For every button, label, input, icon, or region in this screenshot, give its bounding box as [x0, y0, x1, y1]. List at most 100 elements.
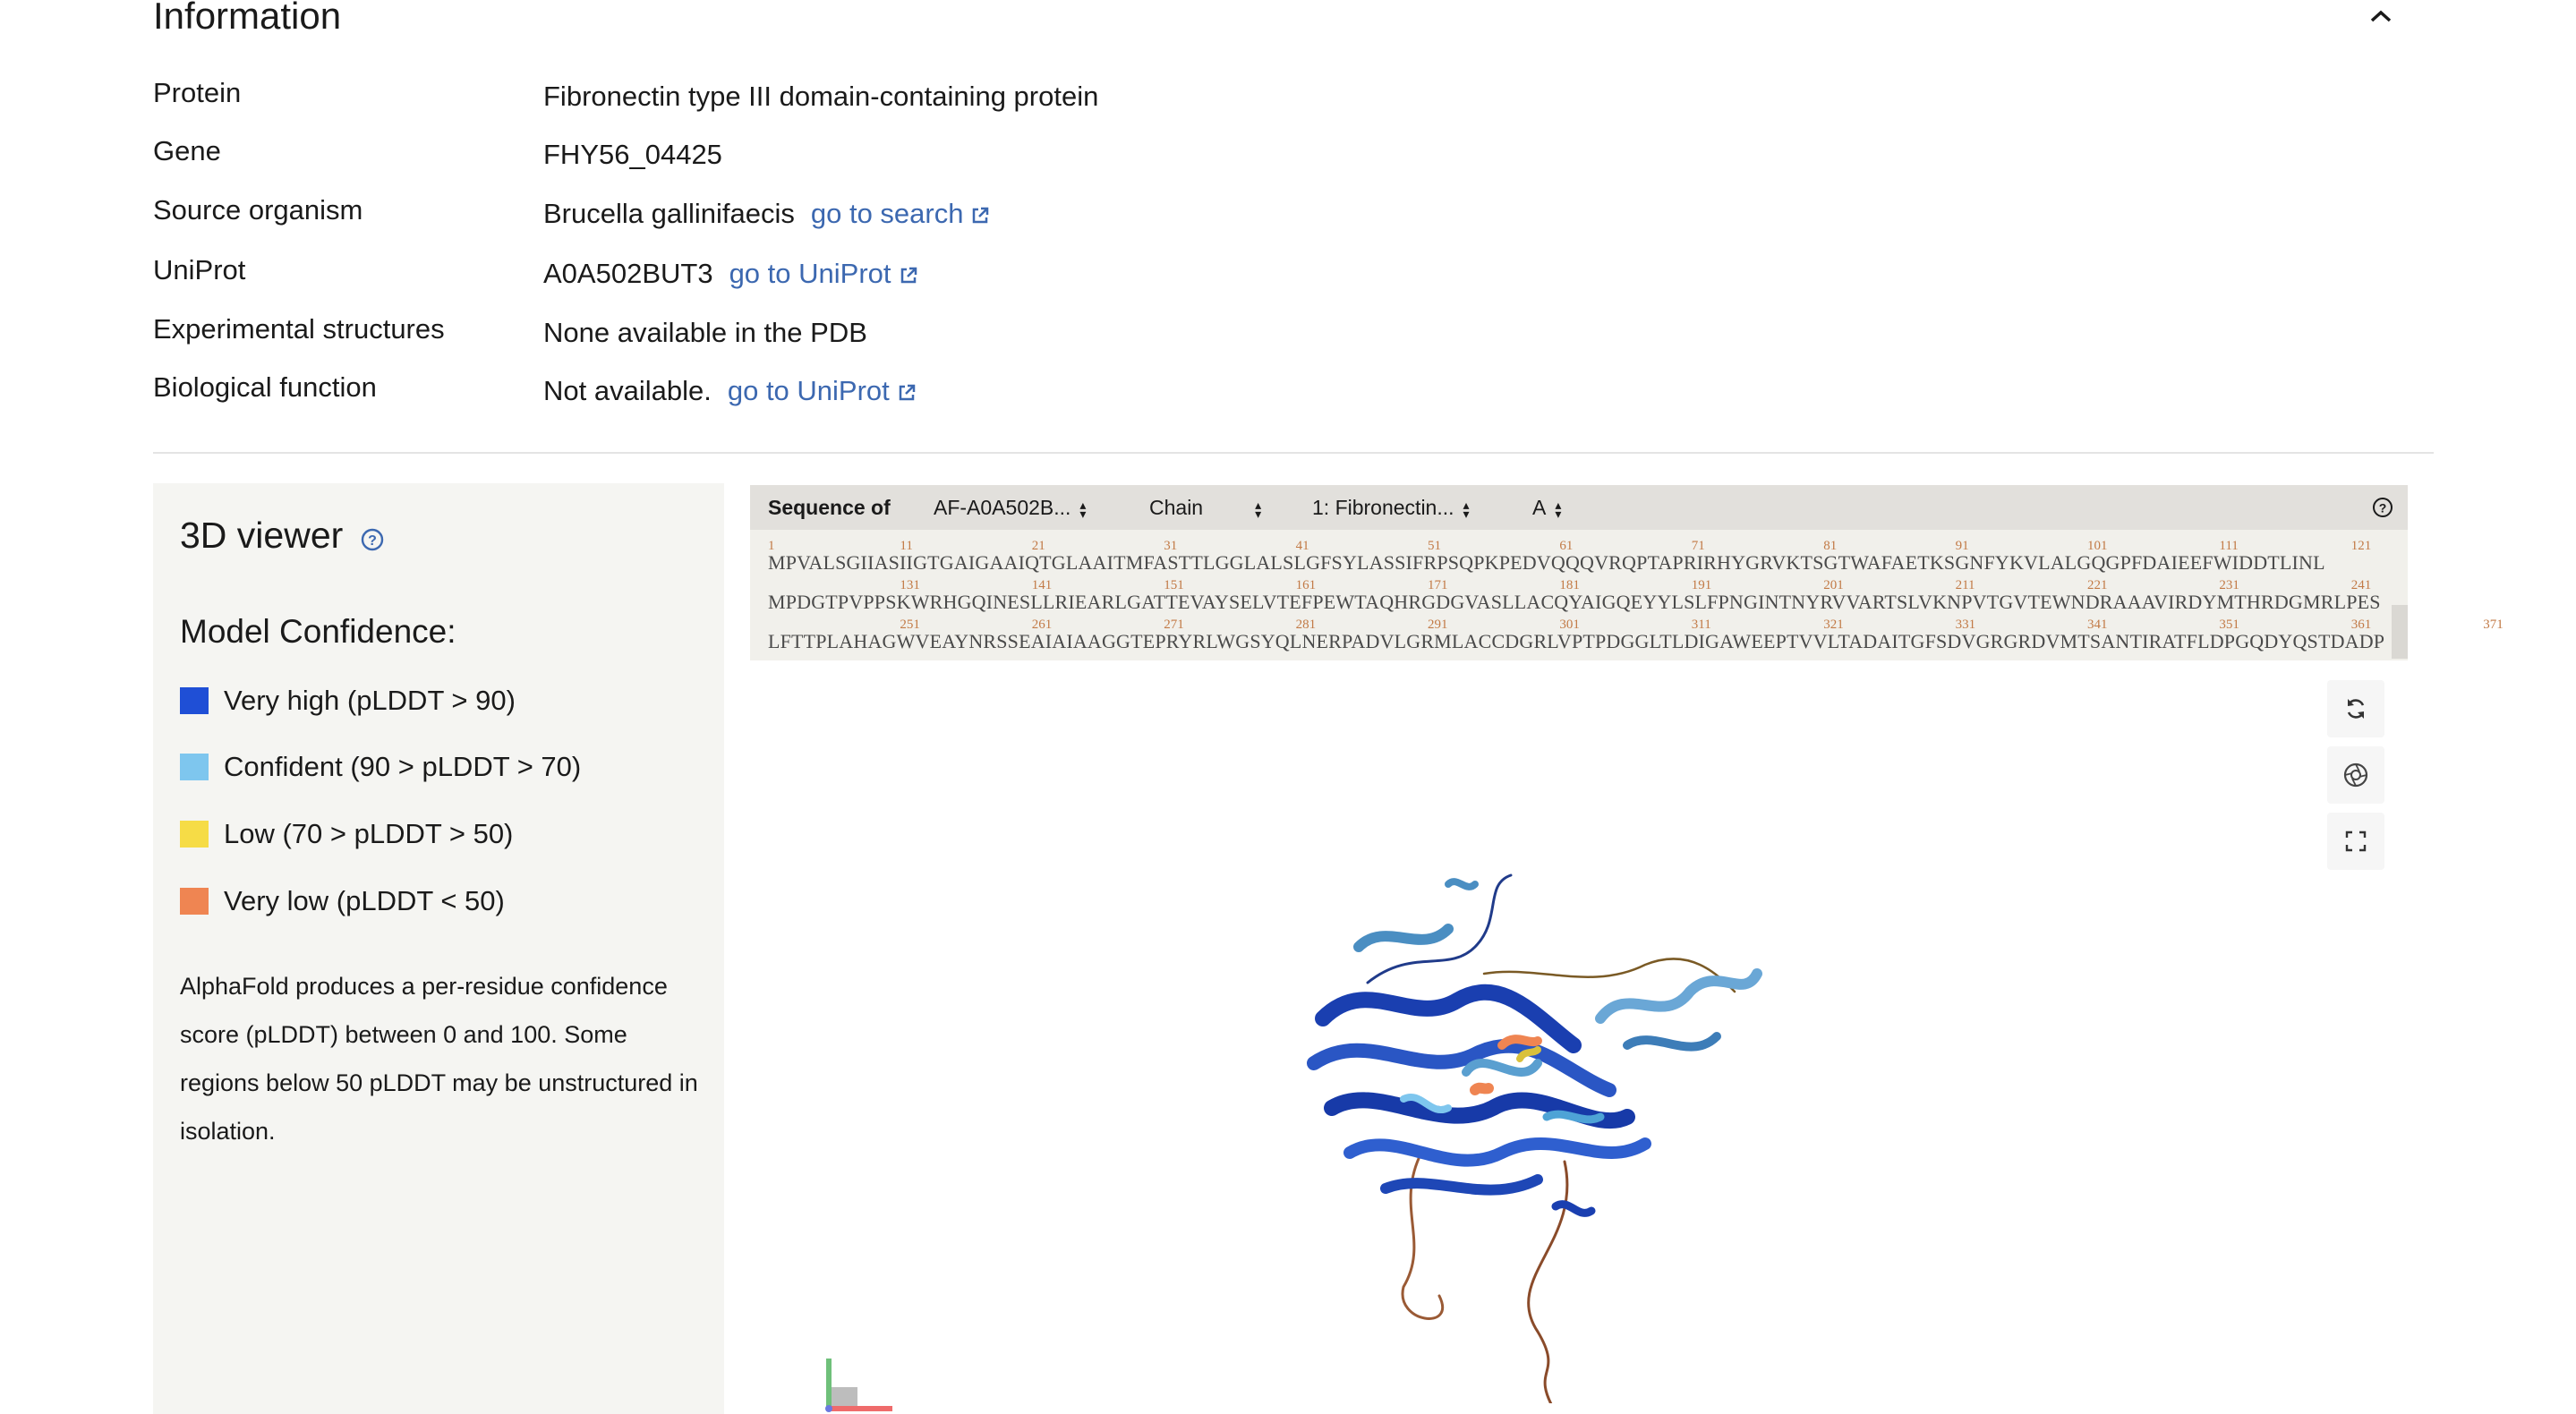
- fullscreen-button[interactable]: [2327, 813, 2384, 870]
- sequence-position-number: 191: [1691, 578, 1712, 592]
- entity-select-value: 1: Fibronectin...: [1312, 496, 1454, 519]
- structure-viewer[interactable]: [750, 660, 2408, 1412]
- entity-select[interactable]: 1: Fibronectin... ▴ ▾: [1312, 496, 1470, 520]
- go-to-uniprot-label: go to UniProt: [729, 258, 891, 289]
- sequence-position-number: 281: [1295, 618, 1317, 632]
- select-arrows-icon: ▴ ▾: [1555, 497, 1562, 521]
- external-link-icon: [899, 384, 916, 401]
- biological-function-value-wrap: Not available. go to UniProt: [543, 375, 917, 407]
- sequence-position-number: 211: [1955, 578, 1975, 592]
- sequence-position-number: 81: [1823, 539, 1838, 553]
- sequence-position-number: 141: [1031, 578, 1053, 592]
- sequence-residues[interactable]: MPDGTPVPPSKWRHGQINESLLRIEARLGATTEVAYSELV…: [768, 591, 2381, 613]
- sequence-position-number: 371: [2483, 618, 2503, 632]
- screenshot-icon: [2343, 762, 2368, 788]
- legend-confident: Confident (90 > pLDDT > 70): [180, 751, 581, 783]
- axes-icon: [825, 1359, 892, 1412]
- reset-icon: [2347, 699, 2365, 719]
- sequence-position-number: 101: [2087, 539, 2108, 553]
- source-organism-label: Source organism: [153, 194, 363, 226]
- protein-structure[interactable]: [1269, 866, 1770, 1403]
- sequence-position-number: 361: [2350, 618, 2372, 632]
- gene-value: FHY56_04425: [543, 139, 722, 170]
- confident-swatch: [180, 754, 209, 780]
- sequence-position-number: 261: [1031, 618, 1053, 632]
- very-high-swatch: [180, 687, 209, 714]
- reset-view-button[interactable]: [2327, 680, 2384, 737]
- sequence-position-number: 151: [1164, 578, 1184, 592]
- sequence-header: Sequence of AF-A0A502B... ▴ ▾ Chain ▴ ▾ 1: F…: [750, 485, 2408, 530]
- help-icon[interactable]: ?: [361, 528, 384, 551]
- sequence-position-number: 201: [1823, 578, 1844, 592]
- go-to-uniprot-function-link[interactable]: go to UniProt: [728, 375, 917, 406]
- go-to-uniprot-function-label: go to UniProt: [727, 375, 890, 406]
- go-to-uniprot-link[interactable]: go to UniProt: [729, 258, 918, 289]
- sequence-position-number: 91: [1955, 539, 1969, 553]
- chevron-up-icon: [2370, 10, 2392, 22]
- select-arrows-icon: ▴ ▾: [1463, 497, 1470, 521]
- sequence-position-number: 171: [1428, 578, 1448, 592]
- experimental-structures-value: None available in the PDB: [543, 317, 867, 348]
- sequence-position-number: 341: [2087, 618, 2108, 632]
- sequence-position-number: 131: [900, 578, 920, 592]
- viewer-title: 3D viewer: [180, 515, 344, 556]
- sequence-numbers: 251 261 271 281 291 301 311 321 331 341 351 361 371: [768, 618, 2503, 632]
- low-swatch: [180, 821, 209, 848]
- sequence-position-number: 251: [900, 618, 920, 632]
- select-arrows-icon: ▴ ▾: [1079, 497, 1087, 521]
- very-low-label: Very low (pLDDT < 50): [224, 885, 505, 916]
- sequence-scrollbar[interactable]: [2392, 605, 2408, 659]
- experimental-structures-label: Experimental structures: [153, 313, 445, 345]
- biological-function-value: Not available.: [543, 375, 712, 406]
- confident-label: Confident (90 > pLDDT > 70): [224, 751, 582, 782]
- sequence-position-number: 221: [2087, 578, 2108, 592]
- svg-text:?: ?: [2379, 501, 2387, 515]
- sequence-of-label: Sequence of: [768, 496, 891, 519]
- help-icon[interactable]: ?: [2372, 497, 2393, 518]
- biological-function-label: Biological function: [153, 371, 377, 403]
- sequence-position-number: 21: [1031, 539, 1045, 553]
- very-low-swatch: [180, 888, 209, 915]
- source-organism-value-wrap: Brucella gallinifaecis go to search: [543, 198, 990, 230]
- sequence-position-number: 31: [1164, 539, 1178, 553]
- information-title: Information: [153, 0, 342, 37]
- sequence-position-number: 231: [2219, 578, 2239, 592]
- go-to-search-link[interactable]: go to search: [811, 198, 991, 229]
- source-organism-value: Brucella gallinifaecis: [543, 198, 795, 229]
- protein-label: Protein: [153, 77, 242, 108]
- sequence-position-number: 121: [2350, 539, 2372, 553]
- uniprot-value: A0A502BUT3: [543, 258, 713, 289]
- sequence-position-number: 111: [2219, 539, 2239, 553]
- sequence-residues[interactable]: LFTTPLAHAGWVEAYNRSSEAIAIAAGGTEPRYRLWGSYQ…: [768, 630, 2385, 652]
- sequence-numbers: 131 141 151 161 171 181 191 201 211 221 231 241: [768, 578, 2384, 592]
- sequence-position-number: 321: [1823, 618, 1844, 632]
- legend-very-high: Very high (pLDDT > 90): [180, 685, 516, 717]
- sequence-position-number: 71: [1691, 539, 1705, 553]
- sequence-position-number: 301: [1559, 618, 1580, 632]
- sequence-position-number: 11: [900, 539, 913, 553]
- sequence-position-number: 291: [1428, 618, 1448, 632]
- low-label: Low (70 > pLDDT > 50): [224, 818, 514, 849]
- select-arrows-icon: ▴ ▾: [1255, 497, 1262, 521]
- uniprot-label: UniProt: [153, 254, 246, 285]
- collapse-information-button[interactable]: [2363, 0, 2399, 32]
- chain-type-value: Chain: [1149, 496, 1204, 519]
- chain-select-value: A: [1532, 496, 1547, 519]
- sequence-body: 1 11 21 31 41 51 61 71 81 91 101 111 121 MPVALSGIIAS…: [768, 539, 2503, 657]
- uniprot-value-wrap: A0A502BUT3 go to UniProt: [543, 258, 918, 290]
- sequence-residues[interactable]: MPVALSGIIASIIGTGAIGAAIQTGLAAITMFASTTLGGL…: [768, 551, 2325, 574]
- chain-type-select[interactable]: Chain ▴ ▾: [1149, 496, 1261, 520]
- sequence-position-number: 161: [1295, 578, 1317, 592]
- entry-select[interactable]: AF-A0A502B... ▴ ▾: [934, 496, 1086, 520]
- sequence-position-number: 181: [1559, 578, 1580, 592]
- viewer-side-panel: 3D viewer ? Model Confidence: Very high …: [153, 483, 724, 1414]
- external-link-icon: [973, 207, 989, 224]
- gene-label: Gene: [153, 135, 221, 166]
- screenshot-button[interactable]: [2327, 746, 2384, 804]
- sequence-position-number: 311: [1691, 618, 1711, 632]
- chain-select[interactable]: A ▴ ▾: [1532, 496, 1561, 520]
- sequence-position-number: 271: [1164, 618, 1184, 632]
- sequence-position-number: 51: [1428, 539, 1441, 553]
- sequence-panel: Sequence of AF-A0A502B... ▴ ▾ Chain ▴ ▾ 1: F…: [750, 485, 2503, 660]
- external-link-icon: [900, 267, 917, 284]
